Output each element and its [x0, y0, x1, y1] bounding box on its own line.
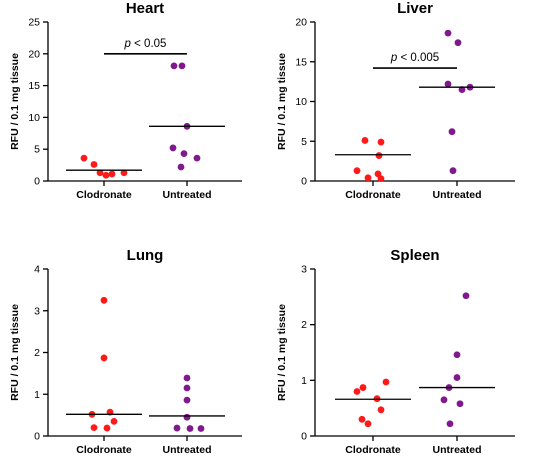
data-point: [453, 374, 461, 381]
y-tick-label: 3: [301, 264, 307, 276]
data-point: [456, 400, 464, 408]
panel-title: Heart: [126, 0, 164, 17]
y-tick-label: 15: [295, 56, 307, 68]
p-symbol: p: [390, 52, 398, 64]
p-value: < 0.005: [397, 52, 439, 64]
data-point: [96, 169, 104, 177]
data-point: [382, 378, 390, 386]
data-point: [359, 384, 367, 391]
data-point: [170, 62, 178, 70]
data-point: [177, 163, 185, 171]
data-point: [377, 138, 385, 146]
data-point: [446, 420, 454, 428]
data-point: [377, 175, 385, 183]
data-point: [440, 396, 448, 404]
data-point: [197, 425, 205, 432]
y-tick-label: 10: [28, 112, 40, 124]
data-point: [448, 128, 456, 136]
data-point: [358, 415, 366, 423]
y-tick-label: 0: [301, 176, 307, 188]
y-tick-label: 0: [34, 431, 40, 443]
y-tick-label: 3: [34, 305, 40, 317]
data-point: [458, 86, 466, 93]
x-category-label: Untreated: [432, 444, 481, 456]
data-point: [353, 167, 361, 175]
data-point: [100, 354, 108, 362]
panel-spleen: Spleen 0 1 2 3 RFU / 0.1 mg tissue Clodronate U…: [276, 247, 515, 456]
significance-label: p < 0.005: [390, 52, 439, 64]
data-point: [108, 170, 116, 178]
data-point: [183, 384, 191, 392]
panel-lung: Lung 0 1 2 3 4 RFU / 0.1 mg tissue Clodronate Un…: [9, 247, 242, 456]
data-point: [375, 152, 383, 159]
data-point: [102, 171, 110, 179]
data-point: [120, 169, 128, 177]
data-point: [173, 424, 181, 432]
x-category-label: Clodronate: [76, 189, 132, 201]
data-point: [180, 150, 188, 158]
y-tick-label: 25: [28, 17, 40, 29]
x-category-label: Untreated: [162, 189, 211, 201]
data-point: [444, 29, 452, 37]
y-tick-label: 0: [301, 431, 307, 443]
data-point: [169, 144, 177, 152]
panel-heart: Heart 0 5 10 15 20 25 RFU / 0.1 mg tissue Clodro…: [9, 0, 242, 201]
x-category-label: Untreated: [432, 189, 481, 201]
data-point: [361, 137, 369, 144]
x-category-label: Clodronate: [345, 444, 401, 456]
data-point: [454, 39, 462, 47]
data-point: [100, 296, 108, 304]
y-axis-label: RFU / 0.1 mg tissue: [276, 53, 288, 150]
panel-title: Liver: [397, 0, 433, 17]
x-category-label: Untreated: [162, 444, 211, 456]
data-point: [110, 417, 118, 425]
y-tick-label: 2: [34, 347, 40, 359]
y-axis-label: RFU / 0.1 mg tissue: [276, 304, 288, 401]
data-point: [103, 424, 111, 432]
significance-label: p < 0.05: [124, 38, 167, 50]
y-tick-label: 20: [28, 48, 40, 60]
y-tick-label: 4: [34, 264, 40, 276]
panel-liver: Liver 0 5 10 15 20 RFU / 0.1 mg tissue Clodrona…: [276, 0, 515, 201]
data-point: [364, 420, 372, 428]
p-symbol: p: [124, 38, 132, 50]
y-tick-label: 5: [34, 144, 40, 156]
data-point: [183, 396, 191, 404]
panel-title: Lung: [127, 247, 164, 264]
y-axis-label: RFU / 0.1 mg tissue: [9, 53, 21, 150]
data-point: [377, 406, 385, 414]
data-point: [193, 154, 201, 162]
y-tick-label: 2: [301, 319, 307, 331]
p-value: < 0.05: [131, 38, 167, 50]
data-point: [90, 161, 98, 168]
data-point: [178, 62, 186, 70]
y-tick-label: 20: [295, 17, 307, 29]
data-point: [364, 174, 372, 182]
x-category-label: Clodronate: [76, 444, 132, 456]
data-point: [462, 292, 470, 300]
x-category-label: Clodronate: [345, 189, 401, 201]
y-tick-label: 1: [301, 375, 307, 387]
y-tick-label: 10: [295, 96, 307, 108]
data-point: [453, 351, 461, 359]
y-tick-label: 0: [34, 176, 40, 188]
y-tick-label: 1: [34, 389, 40, 401]
panel-title: Spleen: [390, 247, 439, 264]
y-tick-label: 5: [301, 136, 307, 148]
data-point: [183, 374, 191, 382]
data-point: [90, 424, 98, 432]
data-point: [186, 425, 194, 432]
y-axis-label: RFU / 0.1 mg tissue: [9, 304, 21, 401]
data-point: [449, 167, 457, 175]
data-point: [80, 154, 88, 162]
data-point: [353, 388, 361, 395]
data-point: [183, 413, 191, 421]
y-tick-label: 15: [28, 80, 40, 92]
data-point: [444, 80, 452, 88]
